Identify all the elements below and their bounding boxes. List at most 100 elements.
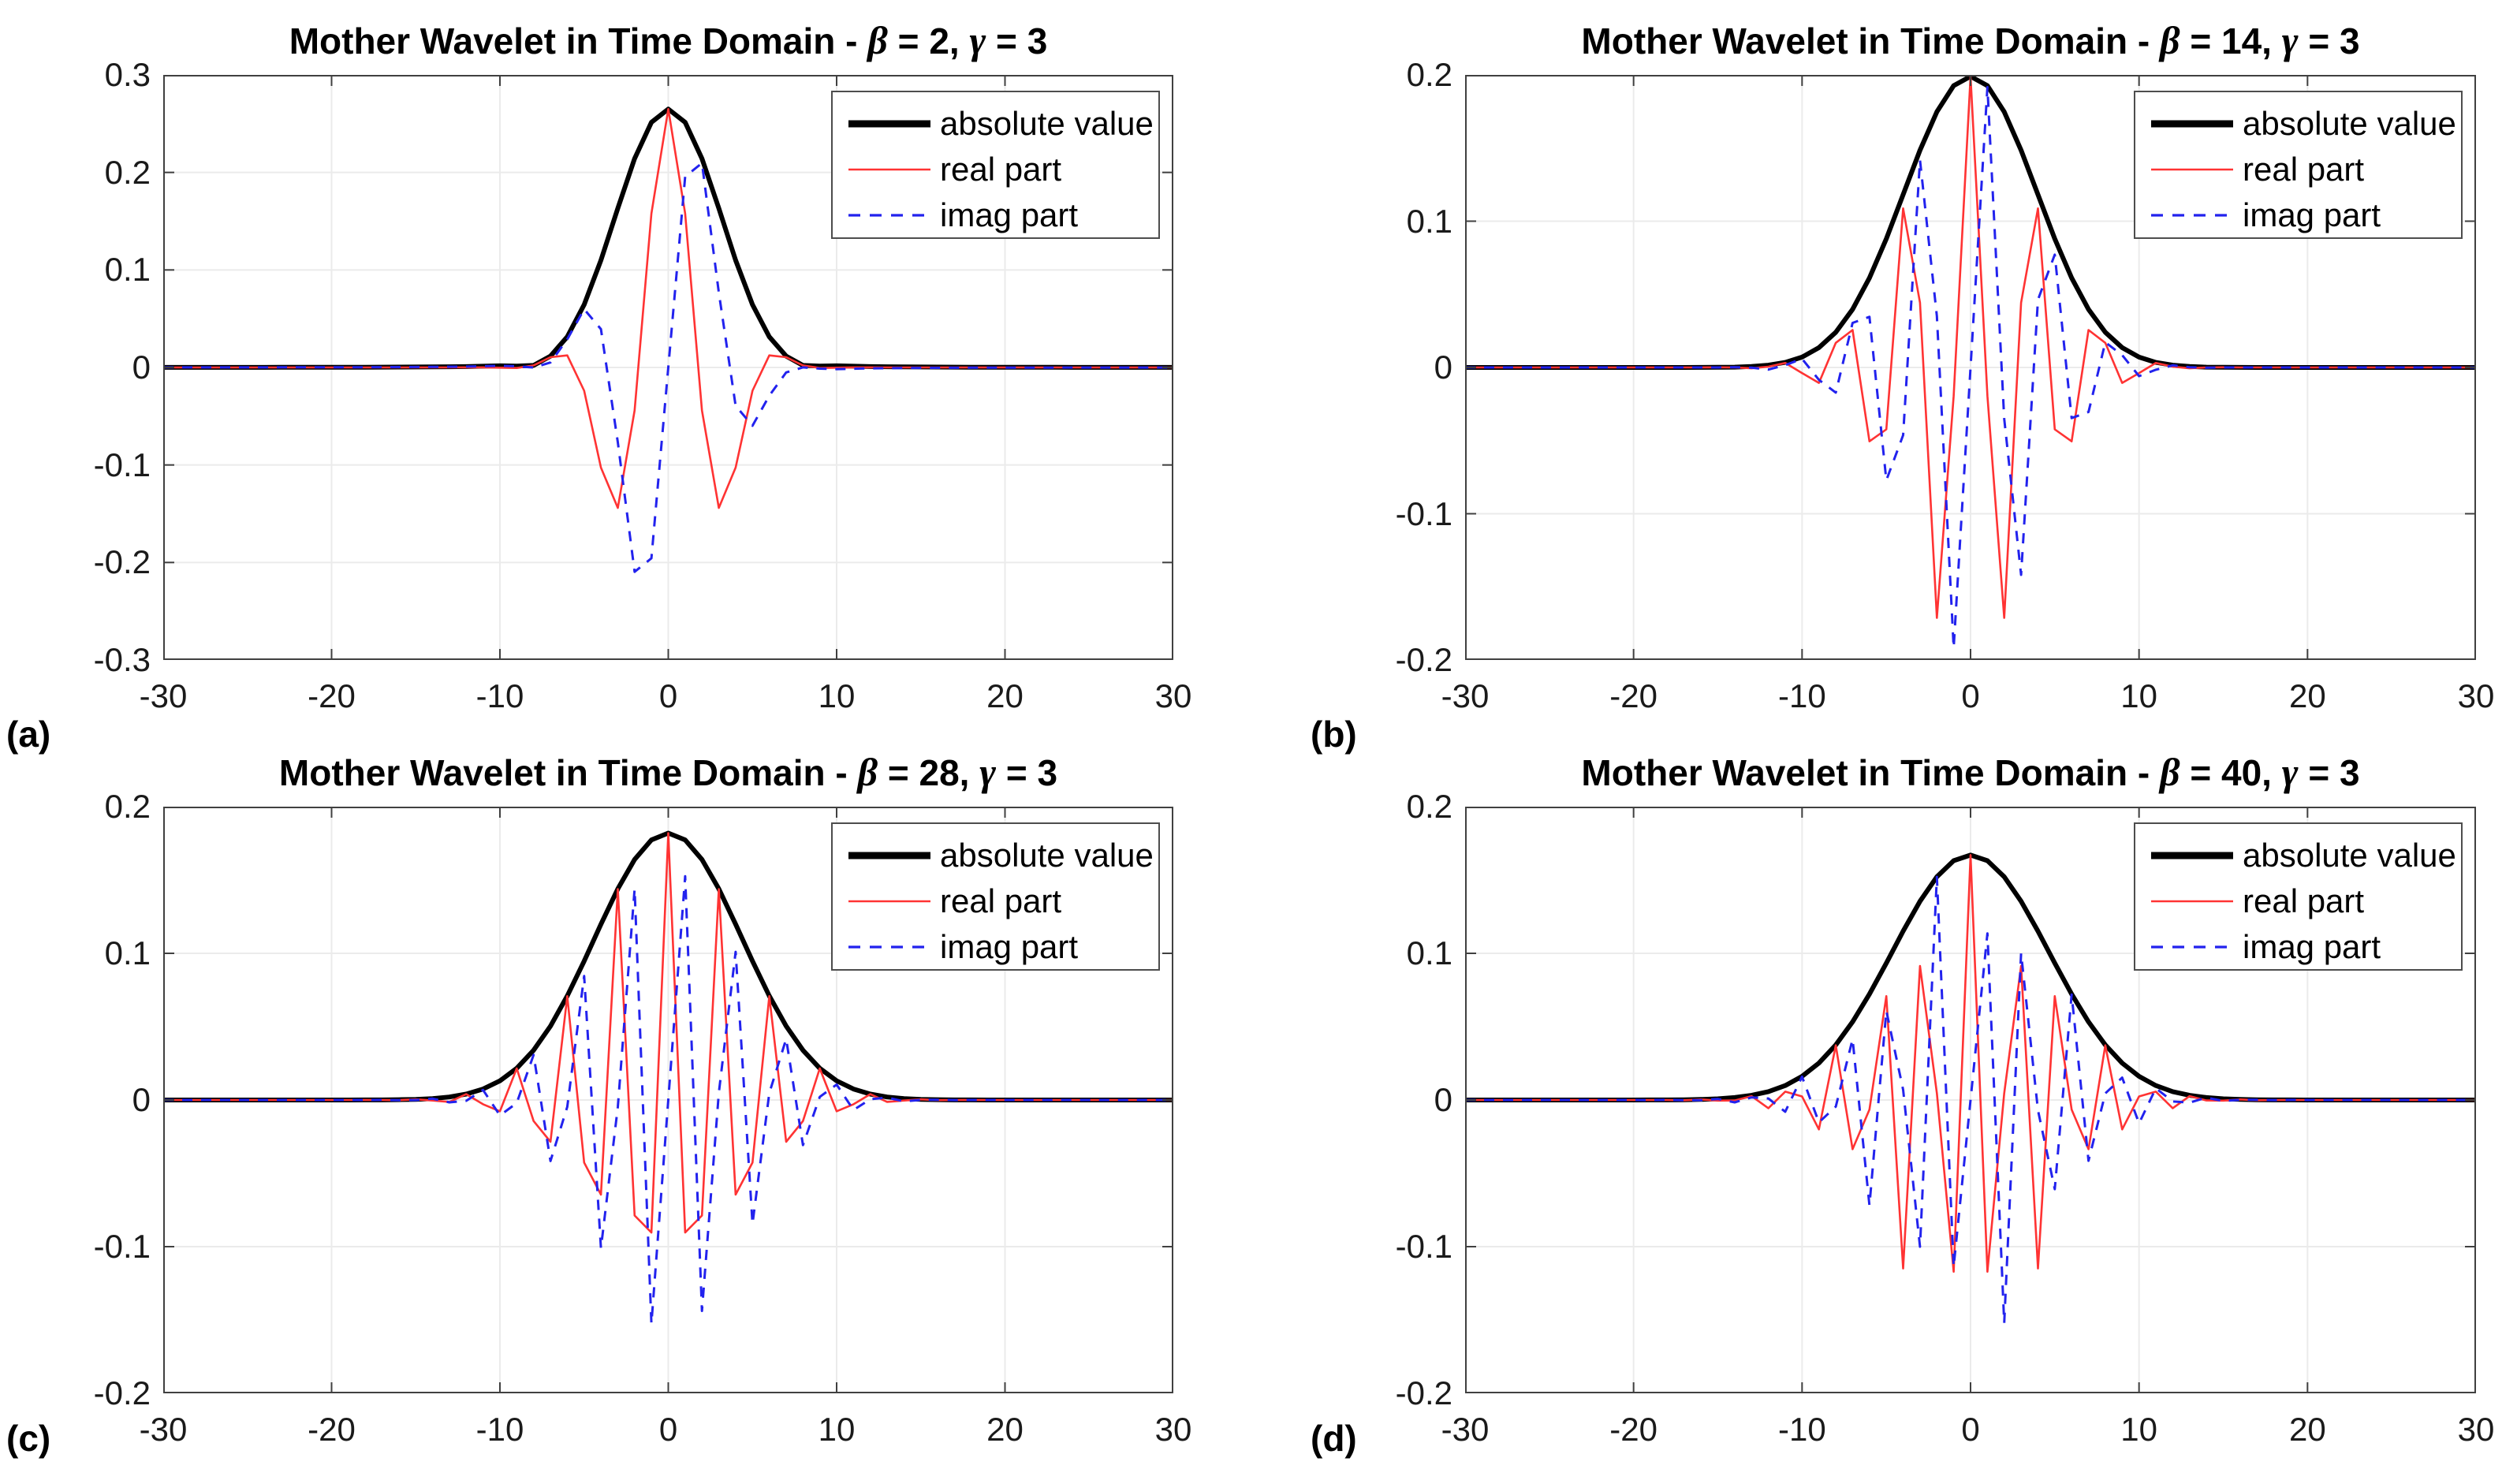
x-tick-label: 30	[1154, 1411, 1192, 1448]
legend-entry: absolute value	[833, 837, 1154, 874]
legend-line-sample-real	[2151, 900, 2233, 903]
title-text: Mother Wavelet in Time Domain -	[1581, 21, 2160, 62]
legend-line-sample-real	[2151, 168, 2233, 171]
x-tick-label: 30	[1154, 677, 1192, 714]
title-text: β	[867, 18, 888, 62]
legend-line-sample-imag	[848, 214, 930, 217]
y-tick-label: 0.2	[1406, 788, 1452, 825]
subplot-d-title: Mother Wavelet in Time Domain - β = 40, …	[1465, 751, 2476, 793]
legend-label: absolute value	[940, 837, 1154, 874]
axes-box	[1465, 75, 2476, 660]
subplot-a-legend: absolute value real part imag part	[831, 91, 1160, 239]
subplot-b-canvas	[1465, 75, 2476, 660]
subplot-a-canvas	[163, 75, 1173, 660]
x-tick-label: 0	[658, 677, 678, 714]
y-tick-label: 0	[132, 349, 151, 386]
title-text: Mother Wavelet in Time Domain -	[1581, 752, 2160, 793]
x-tick-label: -10	[475, 677, 524, 714]
x-tick-label: -20	[1609, 1411, 1657, 1448]
y-tick-label: 0.1	[1406, 202, 1452, 240]
axes-box	[163, 75, 1173, 660]
subplot-c-title: Mother Wavelet in Time Domain - β = 28, …	[163, 751, 1173, 793]
y-tick-label: 0	[132, 1081, 151, 1118]
legend-label: absolute value	[940, 105, 1154, 142]
x-tick-label: -20	[308, 1411, 356, 1448]
axes-box	[163, 807, 1173, 1393]
y-tick-label: -0.2	[93, 543, 151, 581]
legend-entry: absolute value	[833, 105, 1154, 142]
legend-entry: real part	[833, 882, 1061, 919]
x-tick-label: 10	[818, 1411, 856, 1448]
legend-line-sample-abs	[2151, 120, 2233, 128]
x-tick-label: -30	[139, 677, 188, 714]
title-text: β	[2159, 750, 2180, 794]
legend-entry: absolute value	[2135, 837, 2456, 874]
imag-curve	[1465, 875, 2476, 1325]
legend-entry: imag part	[2135, 196, 2381, 233]
y-tick-label: -0.2	[1395, 1374, 1452, 1411]
x-tick-label: 20	[986, 677, 1024, 714]
y-tick-label: -0.1	[93, 1228, 151, 1265]
legend-entry: imag part	[833, 928, 1079, 965]
legend-line-sample-real	[848, 900, 930, 903]
x-tick-label: 10	[2120, 677, 2158, 714]
x-tick-label: 20	[2288, 1411, 2326, 1448]
legend-line-sample-imag	[2151, 945, 2233, 949]
panel-label-d: (d)	[1311, 1418, 1357, 1459]
y-tick-label: -0.1	[1395, 494, 1452, 532]
y-tick-label: 0.2	[1406, 56, 1452, 93]
axes-box	[1465, 807, 2476, 1393]
y-tick-label: 0	[1434, 1081, 1452, 1118]
imag-curve	[163, 162, 1173, 573]
subplot-b-title: Mother Wavelet in Time Domain - β = 14, …	[1465, 20, 2476, 62]
x-tick-label: 20	[986, 1411, 1024, 1448]
y-tick-label: 0.2	[104, 788, 151, 825]
legend-line-sample-abs	[848, 120, 930, 128]
title-text: γ	[969, 18, 986, 62]
panel-label-c: (c)	[6, 1418, 51, 1459]
subplot-c-legend: absolute value real part imag part	[831, 822, 1160, 971]
legend-label: absolute value	[2243, 837, 2456, 874]
title-text: = 40,	[2180, 752, 2282, 793]
x-tick-label: -20	[1609, 677, 1657, 714]
title-text: = 3	[996, 752, 1058, 793]
panel-label-b: (b)	[1311, 714, 1357, 755]
title-text: γ	[2281, 18, 2299, 62]
legend-line-sample-imag	[2151, 214, 2233, 217]
x-tick-label: 20	[2288, 677, 2326, 714]
x-tick-label: 0	[1961, 1411, 1980, 1448]
legend-line-sample-abs	[2151, 852, 2233, 859]
subplot-d-legend: absolute value real part imag part	[2134, 822, 2463, 971]
subplot-a-title: Mother Wavelet in Time Domain - β = 2, γ…	[163, 20, 1173, 62]
title-text: γ	[979, 750, 997, 794]
legend-label: real part	[2243, 151, 2365, 188]
legend-label: imag part	[940, 196, 1079, 233]
real-curve	[163, 107, 1173, 509]
legend-entry: absolute value	[2135, 105, 2456, 142]
x-tick-label: 10	[2120, 1411, 2158, 1448]
y-tick-label: 0.2	[104, 153, 151, 191]
legend-entry: real part	[2135, 151, 2365, 188]
x-tick-label: 30	[2457, 677, 2495, 714]
legend-label: real part	[940, 151, 1062, 188]
legend-entry: real part	[833, 151, 1062, 188]
y-tick-label: 0.1	[104, 934, 151, 971]
title-text: = 28,	[878, 752, 980, 793]
legend-line-sample-abs	[848, 852, 930, 859]
x-tick-label: -30	[139, 1411, 188, 1448]
legend-entry: imag part	[833, 196, 1079, 233]
legend-label: imag part	[2243, 928, 2381, 965]
x-tick-label: 0	[658, 1411, 678, 1448]
x-tick-label: 10	[818, 677, 856, 714]
legend-line-sample-real	[848, 168, 930, 171]
x-tick-label: -10	[1777, 677, 1826, 714]
subplot-b-legend: absolute value real part imag part	[2134, 91, 2463, 239]
legend-label: real part	[2243, 882, 2365, 919]
legend-label: imag part	[2243, 196, 2381, 233]
imag-curve	[1465, 86, 2476, 649]
x-tick-label: -10	[1777, 1411, 1826, 1448]
legend-label: imag part	[940, 928, 1079, 965]
y-tick-label: -0.1	[93, 446, 151, 483]
legend-line-sample-imag	[848, 945, 930, 949]
